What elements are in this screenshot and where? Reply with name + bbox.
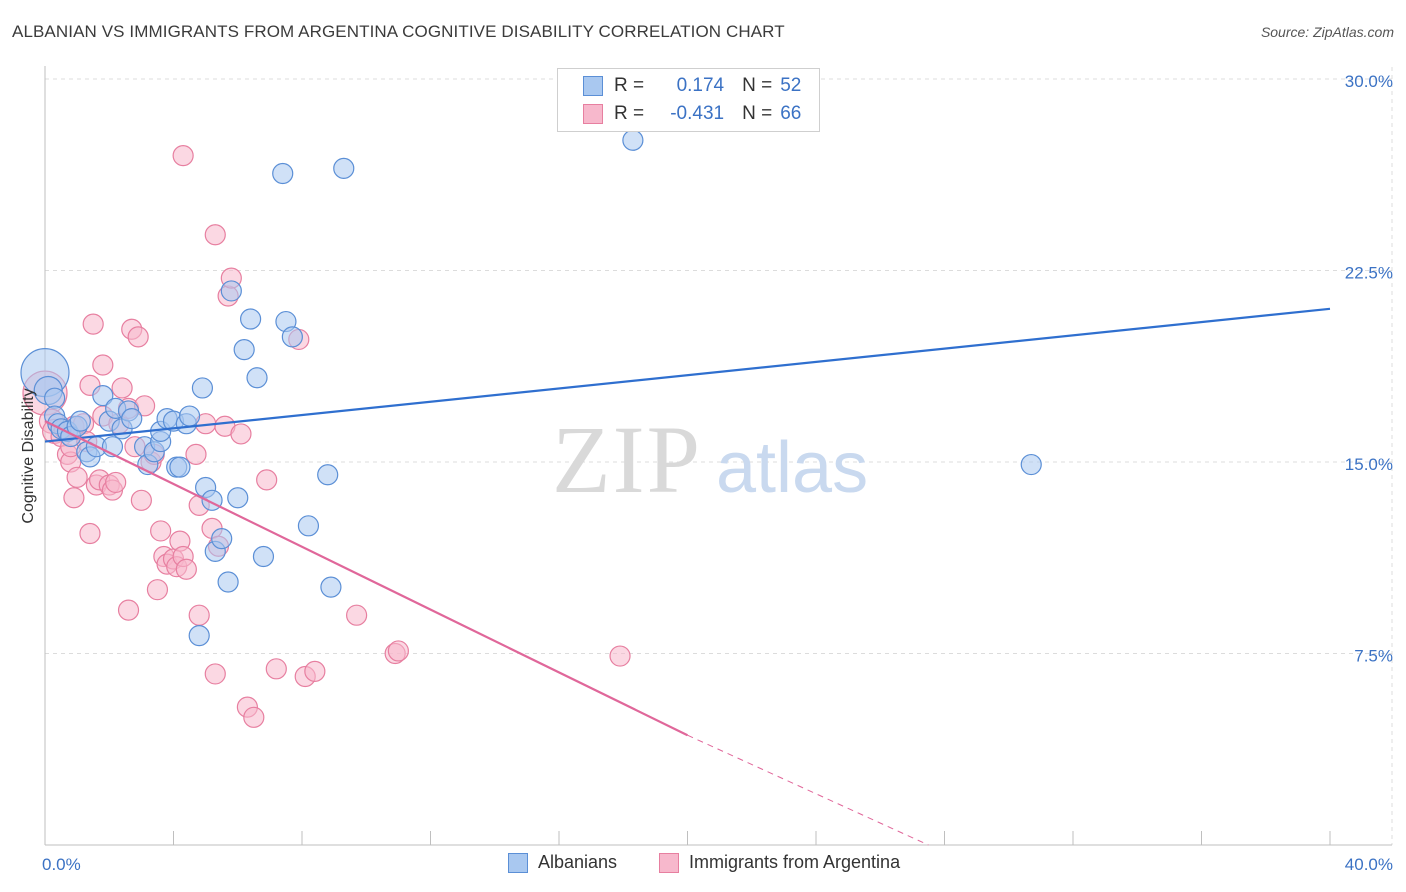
- y-tick-label: 30.0%: [1345, 72, 1393, 91]
- albanian-point: [169, 456, 191, 478]
- albanian-point: [191, 377, 214, 399]
- legend-label-argentina: Immigrants from Argentina: [689, 852, 901, 872]
- albanian-point: [320, 576, 342, 598]
- albanian-point: [317, 464, 339, 486]
- albanian-point: [246, 367, 268, 389]
- argentina-point: [265, 658, 287, 680]
- argentina-point: [175, 558, 197, 580]
- albanian-point: [92, 385, 114, 407]
- albanian-point: [44, 387, 66, 409]
- albanian-point: [188, 625, 210, 647]
- argentina-point: [346, 604, 368, 626]
- argentina-point: [188, 604, 210, 626]
- tick-labels: 7.5% 15.0% 22.5% 30.0% 0.0% 40.0% Cognitive Di…: [20, 72, 1393, 874]
- argentina-point: [111, 377, 133, 399]
- watermark-zip: ZIP: [552, 406, 702, 513]
- argentina-point: [243, 706, 265, 728]
- argentina-point: [230, 423, 252, 445]
- y-tick-label: 7.5%: [1354, 647, 1393, 666]
- legend-swatch-albanians: [583, 76, 603, 96]
- argentina-point: [150, 520, 172, 542]
- legend-n-value-albanians: 52: [780, 75, 802, 96]
- argentina-point: [609, 645, 631, 667]
- series-legend: Albanians Immigrants from Argentina: [0, 852, 1406, 878]
- argentina-trend-extension: [687, 734, 929, 846]
- albanian-trend-line: [44, 307, 1331, 443]
- albanian-point: [240, 308, 262, 330]
- argentina-point: [304, 660, 326, 682]
- albanian-point: [220, 280, 242, 302]
- albanian-point: [178, 405, 201, 427]
- albanian-point: [622, 129, 644, 151]
- argentina-point: [127, 326, 149, 348]
- y-tick-label: 15.0%: [1345, 455, 1393, 474]
- legend-n-label: N =: [742, 75, 773, 96]
- legend-r-label: R =: [614, 103, 645, 124]
- argentina-point: [204, 224, 226, 246]
- argentina-point: [82, 313, 104, 335]
- albanian-point: [69, 410, 91, 432]
- legend-swatch-argentina: [583, 104, 603, 124]
- argentina-point: [79, 522, 101, 545]
- legend-label-albanians: Albanians: [538, 852, 618, 872]
- argentina-point: [185, 443, 207, 465]
- source-label: Source: ZipAtlas.com: [1260, 24, 1394, 40]
- legend-r-value-argentina: -0.431: [670, 103, 725, 124]
- argentina-point: [130, 489, 152, 511]
- argentina-point: [92, 354, 114, 376]
- watermark-atlas: atlas: [716, 428, 868, 508]
- albanian-point: [121, 407, 143, 430]
- argentina-point: [66, 466, 88, 488]
- albanian-point: [211, 527, 233, 550]
- albanian-point: [1020, 453, 1042, 476]
- argentina-point: [256, 469, 278, 491]
- argentina-point: [105, 471, 127, 494]
- legend-n-value-argentina: 66: [780, 103, 802, 124]
- argentina-point: [172, 145, 194, 167]
- legend-swatch-argentina: [659, 852, 679, 873]
- legend-row-argentina: R = -0.431 N = 66: [583, 101, 802, 127]
- x-tick-label: 0.0%: [42, 855, 81, 874]
- axes: [44, 66, 1392, 846]
- legend-r-value-albanians: 0.174: [676, 75, 725, 96]
- albanian-point: [233, 339, 255, 361]
- chart-title: ALBANIAN VS IMMIGRANTS FROM ARGENTINA CO…: [12, 22, 785, 41]
- argentina-point: [387, 640, 409, 662]
- legend-row-albanians: R = 0.174 N = 52: [583, 73, 802, 99]
- argentina-point: [204, 663, 226, 685]
- albanian-point: [227, 487, 249, 509]
- legend-r-label: R =: [614, 75, 645, 96]
- trend-lines: [44, 307, 1331, 846]
- argentina-point: [63, 487, 85, 509]
- albanian-point: [217, 571, 239, 593]
- legend-item-albanians[interactable]: Albanians: [508, 852, 617, 873]
- x-tick-label: 40.0%: [1345, 855, 1393, 874]
- argentina-point: [146, 579, 169, 601]
- argentina-trend-line: [44, 420, 688, 737]
- albanian-point: [272, 162, 294, 185]
- albanian-point: [333, 157, 355, 179]
- legend-swatch-albanians: [508, 852, 528, 873]
- y-tick-label: 22.5%: [1345, 264, 1393, 283]
- y-axis-label: Cognitive Disability: [20, 388, 37, 523]
- albanian-point: [252, 545, 275, 568]
- legend-item-argentina[interactable]: Immigrants from Argentina: [659, 852, 900, 873]
- albanian-point: [281, 326, 303, 348]
- legend-n-label: N =: [742, 103, 773, 124]
- argentina-point: [117, 599, 140, 621]
- albanian-point: [297, 515, 320, 537]
- albanian-points: [20, 129, 1042, 647]
- correlation-legend: R = 0.174 N = 52 R = -0.431 N = 66: [557, 68, 820, 132]
- watermark: ZIP atlas: [552, 406, 868, 513]
